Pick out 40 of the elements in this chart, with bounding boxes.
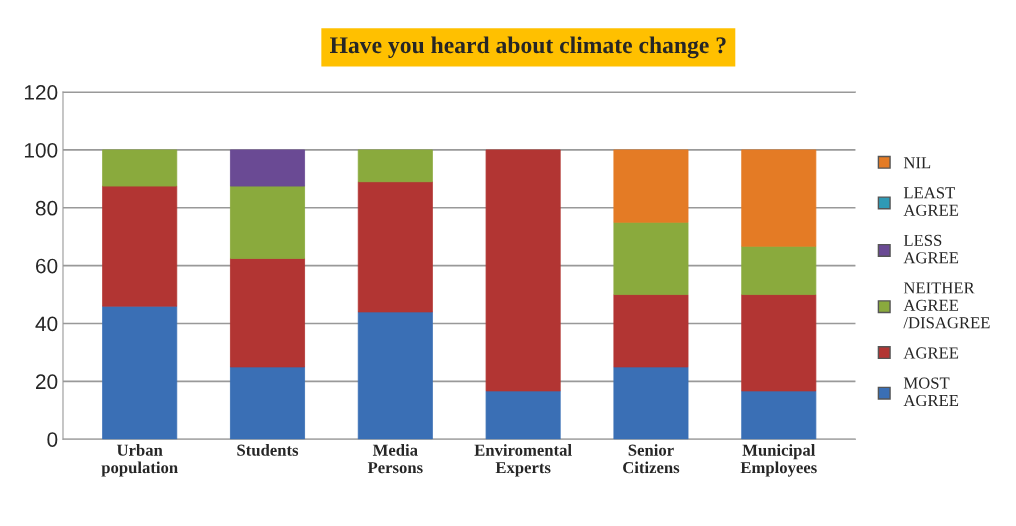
bar	[230, 149, 305, 187]
y-tick-label: 60	[36, 258, 58, 274]
bar	[741, 149, 817, 247]
x-tick-label: Municipal Employees	[740, 444, 817, 477]
bar	[230, 185, 305, 259]
bar	[485, 149, 561, 392]
y-tick-label: 20	[36, 374, 58, 390]
bar	[741, 390, 817, 440]
bar	[230, 257, 305, 368]
bar	[613, 294, 689, 368]
y-tick-label: 40	[35, 316, 58, 332]
x-tick-label: Media Persons	[367, 444, 423, 474]
bar	[485, 390, 561, 440]
bar	[613, 149, 689, 223]
bar	[357, 311, 433, 440]
chart-title: Have you heard about climate change ?	[330, 36, 726, 59]
bar	[613, 221, 689, 295]
bar	[613, 366, 689, 440]
legend-label: LEAST AGREE	[903, 187, 959, 216]
legend-label: NEITHER AGREE /DISAGREE	[903, 282, 990, 329]
y-tick-label: 120	[24, 85, 58, 100]
legend-label: NIL	[903, 157, 931, 169]
bar	[357, 181, 433, 313]
bar	[741, 294, 817, 392]
bar	[357, 149, 433, 183]
y-tick-label: 100	[24, 142, 58, 158]
y-tick-label: 80	[35, 200, 58, 216]
bar	[102, 305, 178, 440]
bar	[102, 149, 178, 187]
bar	[741, 245, 817, 295]
bar	[230, 366, 305, 440]
x-tick-label: Urban population	[101, 444, 178, 477]
legend-label: AGREE	[903, 347, 959, 359]
x-tick-label: Enviromental Experts	[474, 444, 572, 477]
legend-label: LESS AGREE	[903, 234, 959, 264]
x-tick-label: Students	[237, 444, 299, 456]
bar	[102, 185, 178, 307]
legend-label: MOST AGREE	[903, 377, 959, 407]
x-tick-label: Senior Citizens	[623, 444, 680, 474]
y-tick-label: 0	[47, 432, 58, 447]
